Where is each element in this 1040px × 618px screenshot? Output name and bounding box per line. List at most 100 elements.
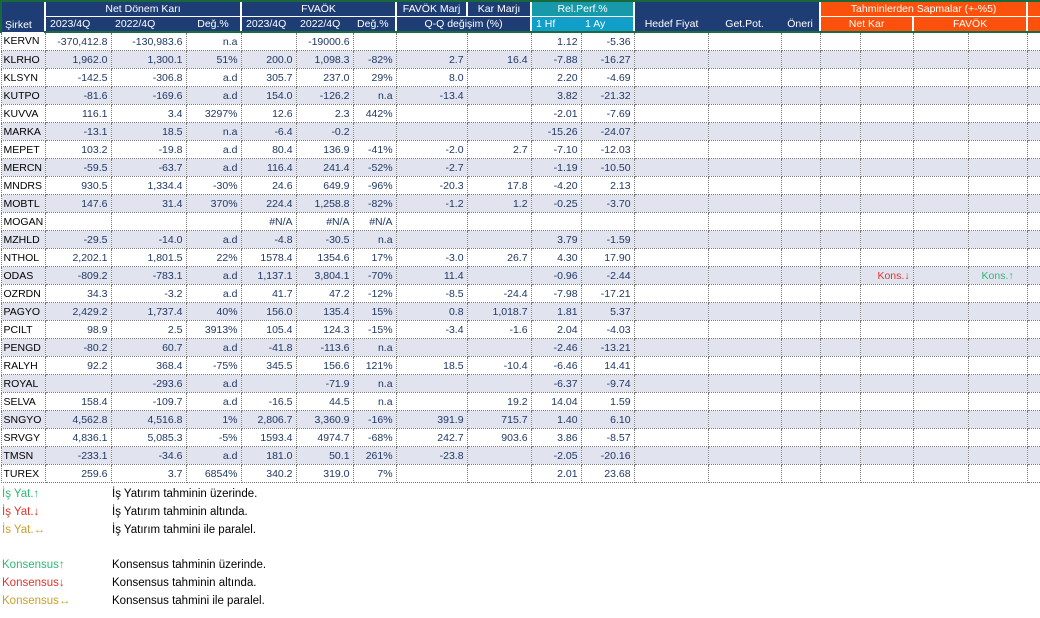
cell-MZHLD-nk_b[interactable] xyxy=(860,230,914,249)
cell-TMSN-nk_b[interactable] xyxy=(860,446,914,465)
subheader-ndk-2023[interactable]: 2023/4Q xyxy=(44,16,111,33)
subheader-qq-degisim[interactable]: Q-Q değişim (%) xyxy=(395,16,532,33)
cell-MEPET-fv22[interactable]: 136.9 xyxy=(296,140,354,159)
cell-PCILT-hedef[interactable] xyxy=(634,320,709,339)
cell-OZRDN-ndkchg[interactable]: a.d xyxy=(186,284,242,303)
ticker-MNDRS[interactable]: MNDRS xyxy=(0,176,46,195)
cell-SNGYO-fv23[interactable]: 2,806.7 xyxy=(241,410,297,429)
cell-SRVGY-hf[interactable]: 3.86 xyxy=(531,428,582,447)
cell-KLSYN-kar[interactable] xyxy=(467,68,532,87)
cell-OZRDN-fvchg[interactable]: -12% xyxy=(353,284,397,303)
cell-MEPET-ndk23[interactable]: 103.2 xyxy=(45,140,112,159)
cell-TMSN-fv23[interactable]: 181.0 xyxy=(241,446,297,465)
cell-RALYH-nk_a[interactable] xyxy=(820,356,861,375)
cell-MEPET-oneri[interactable] xyxy=(781,140,821,159)
cell-MEPET-nk_a[interactable] xyxy=(820,140,861,159)
cell-SRVGY-ndk22[interactable]: 5,085.3 xyxy=(111,428,187,447)
cell-KUTPO-ndk22[interactable]: -169.6 xyxy=(111,86,187,105)
header-sirket[interactable]: Şirket xyxy=(0,2,45,33)
cell-PAGYO-fv_b[interactable] xyxy=(968,302,1028,321)
cell-TMSN-fv22[interactable]: 50.1 xyxy=(296,446,354,465)
cell-NTHOL-kar[interactable]: 26.7 xyxy=(467,248,532,267)
cell-MEPET-fv23[interactable]: 80.4 xyxy=(241,140,297,159)
cell-NTHOL-ndk23[interactable]: 2,202.1 xyxy=(45,248,112,267)
cell-KLRHO-ndkchg[interactable]: 51% xyxy=(186,50,242,69)
cell-MOGAN-kar[interactable] xyxy=(467,212,532,231)
cell-ROYAL-fv23[interactable] xyxy=(241,374,297,393)
cell-MARKA-fv_b[interactable] xyxy=(968,122,1028,141)
ticker-RALYH[interactable]: RALYH xyxy=(0,356,46,375)
cell-KUVVA-getpot[interactable] xyxy=(708,104,782,123)
cell-OZRDN-nk_b[interactable] xyxy=(860,284,914,303)
cell-RALYH-oneri[interactable] xyxy=(781,356,821,375)
cell-SELVA-qq[interactable] xyxy=(396,392,468,411)
cell-NTHOL-fv_b[interactable] xyxy=(968,248,1028,267)
cell-NTHOL-fvchg[interactable]: 17% xyxy=(353,248,397,267)
cell-MERCN-ndk23[interactable]: -59.5 xyxy=(45,158,112,177)
cell-ROYAL-ndk23[interactable] xyxy=(45,374,112,393)
cell-ROYAL-qq[interactable] xyxy=(396,374,468,393)
cell-MARKA-oneri[interactable] xyxy=(781,122,821,141)
cell-SELVA-oneri[interactable] xyxy=(781,392,821,411)
cell-TMSN-ndkchg[interactable]: a.d xyxy=(186,446,242,465)
ticker-KUVVA[interactable]: KUVVA xyxy=(0,104,46,123)
cell-MNDRS-nk_b[interactable] xyxy=(860,176,914,195)
cell-PENGD-fv_a[interactable] xyxy=(913,338,969,357)
cell-MEPET-hf[interactable]: -7.10 xyxy=(531,140,582,159)
cell-RALYH-fv_b[interactable] xyxy=(968,356,1028,375)
cell-TUREX-fv22[interactable]: 319.0 xyxy=(296,464,354,483)
cell-SNGYO-fv22[interactable]: 3,360.9 xyxy=(296,410,354,429)
cell-MOBTL-hf[interactable]: -0.25 xyxy=(531,194,582,213)
cell-PCILT-fv22[interactable]: 124.3 xyxy=(296,320,354,339)
cell-MNDRS-fv_b[interactable] xyxy=(968,176,1028,195)
subheader-net-kar[interactable]: Net Kar xyxy=(819,16,914,33)
ticker-MOBTL[interactable]: MOBTL xyxy=(0,194,46,213)
cell-MNDRS-getpot[interactable] xyxy=(708,176,782,195)
cell-KLSYN-nk_a[interactable] xyxy=(820,68,861,87)
ticker-TUREX[interactable]: TUREX xyxy=(0,464,46,483)
cell-ODAS-ndkchg[interactable]: a.d xyxy=(186,266,242,285)
cell-MOBTL-ndkchg[interactable]: 370% xyxy=(186,194,242,213)
header-net-donem-kari[interactable]: Net Dönem Karı xyxy=(43,2,242,17)
cell-KLSYN-nk_b[interactable] xyxy=(860,68,914,87)
cell-SRVGY-fv22[interactable]: 4974.7 xyxy=(296,428,354,447)
cell-ODAS-hedef[interactable] xyxy=(634,266,709,285)
cell-KUVVA-hedef[interactable] xyxy=(634,104,709,123)
cell-MOGAN-getpot[interactable] xyxy=(708,212,782,231)
cell-MARKA-fvchg[interactable] xyxy=(353,122,397,141)
cell-MERCN-fv23[interactable]: 116.4 xyxy=(241,158,297,177)
cell-NTHOL-getpot[interactable] xyxy=(708,248,782,267)
ticker-KLRHO[interactable]: KLRHO xyxy=(0,50,46,69)
cell-KUVVA-ndkchg[interactable]: 3297% xyxy=(186,104,242,123)
cell-ODAS-fv_b[interactable]: Kons.↑ xyxy=(968,266,1028,285)
cell-MOBTL-fvchg[interactable]: -82% xyxy=(353,194,397,213)
ticker-ROYAL[interactable]: ROYAL xyxy=(0,374,46,393)
cell-KLSYN-ndk22[interactable]: -306.8 xyxy=(111,68,187,87)
cell-MOBTL-nk_b[interactable] xyxy=(860,194,914,213)
cell-NTHOL-qq[interactable]: -3.0 xyxy=(396,248,468,267)
header-favok-marj[interactable]: FAVÖK Marj xyxy=(395,2,468,17)
cell-MEPET-hedef[interactable] xyxy=(634,140,709,159)
cell-OZRDN-fv_a[interactable] xyxy=(913,284,969,303)
cell-KERVN-ay[interactable]: -5.36 xyxy=(581,32,635,51)
cell-MOBTL-qq[interactable]: -1.2 xyxy=(396,194,468,213)
cell-OZRDN-ndk22[interactable]: -3.2 xyxy=(111,284,187,303)
cell-KLSYN-ndk23[interactable]: -142.5 xyxy=(45,68,112,87)
cell-MZHLD-fv22[interactable]: -30.5 xyxy=(296,230,354,249)
cell-MOBTL-oneri[interactable] xyxy=(781,194,821,213)
cell-RALYH-hf[interactable]: -6.46 xyxy=(531,356,582,375)
cell-MOGAN-nk_a[interactable] xyxy=(820,212,861,231)
cell-MOGAN-ay[interactable] xyxy=(581,212,635,231)
cell-MARKA-fv22[interactable]: -0.2 xyxy=(296,122,354,141)
cell-SRVGY-oneri[interactable] xyxy=(781,428,821,447)
cell-SELVA-fvchg[interactable]: n.a xyxy=(353,392,397,411)
cell-PENGD-kar[interactable] xyxy=(467,338,532,357)
cell-ODAS-fv23[interactable]: 1,137.1 xyxy=(241,266,297,285)
cell-MZHLD-ndk22[interactable]: -14.0 xyxy=(111,230,187,249)
cell-SRVGY-hedef[interactable] xyxy=(634,428,709,447)
cell-PAGYO-hedef[interactable] xyxy=(634,302,709,321)
cell-MZHLD-fvchg[interactable]: n.a xyxy=(353,230,397,249)
cell-MARKA-qq[interactable] xyxy=(396,122,468,141)
cell-ODAS-oneri[interactable] xyxy=(781,266,821,285)
cell-PCILT-fvchg[interactable]: -15% xyxy=(353,320,397,339)
